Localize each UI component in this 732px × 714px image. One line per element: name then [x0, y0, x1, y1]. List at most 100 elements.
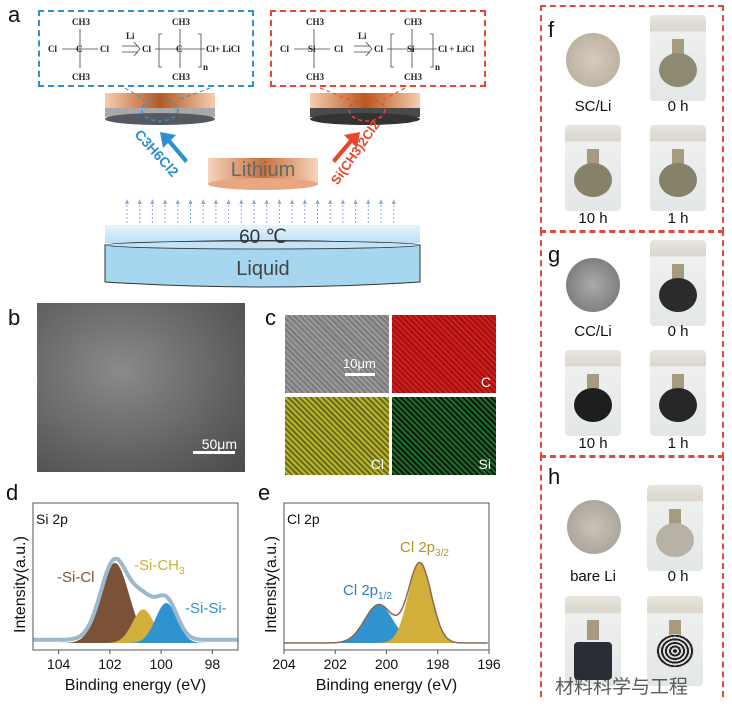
- temperature-label: 60 ℃: [239, 227, 287, 248]
- peak-area-0: [284, 604, 489, 643]
- series-label: Cl 2p3/2: [400, 539, 449, 559]
- watermark: 材料科学与工程: [555, 677, 689, 698]
- reactant-center: Si: [308, 44, 316, 54]
- chart-title: Si 2p: [36, 511, 68, 527]
- y-axis-label: Intensity(a.u.): [263, 536, 280, 633]
- peak-area-1: [284, 563, 489, 643]
- reactant-cl-left: Cl: [48, 44, 57, 54]
- schematic-graphics: [104, 87, 421, 288]
- red-arrow-icon: [332, 132, 360, 163]
- panel-d-label: d: [6, 480, 19, 505]
- x-tick-label: 102: [98, 656, 122, 672]
- panel-f-box: [540, 5, 724, 233]
- panel-b-label: b: [8, 305, 21, 330]
- x-tick-label: 104: [47, 656, 71, 672]
- coated-disc-left: [105, 87, 215, 125]
- plot-frame: [32, 502, 239, 651]
- vapor-arrowhead: [315, 199, 320, 204]
- time-label: 0 h: [667, 98, 689, 115]
- x-tick-label: 98: [205, 656, 221, 672]
- vapor-arrowhead: [150, 199, 155, 204]
- bare-li-disc: [567, 500, 621, 554]
- sc-li-disc: [566, 33, 620, 87]
- vapor-arrowhead: [277, 199, 282, 204]
- reactant-cl-right: Cl: [100, 44, 109, 54]
- vapor-arrowhead: [239, 199, 244, 204]
- panel-h-box: [540, 455, 724, 697]
- panel-c-label: c: [265, 305, 276, 330]
- coated-disc-right: [310, 87, 420, 125]
- vial-photo: [650, 15, 706, 101]
- envelope-fit: [33, 556, 238, 642]
- vapor-arrowhead: [226, 199, 231, 204]
- x-tick-label: 196: [477, 656, 501, 672]
- series-label: -Si-Cl: [57, 569, 95, 586]
- map-label: Cl: [370, 456, 384, 472]
- time-label: 0 h: [667, 568, 689, 585]
- vapor-arrowhead: [366, 199, 371, 204]
- reactant-cl-left: Cl: [280, 44, 289, 54]
- x-axis-label: Binding energy (eV): [316, 677, 457, 694]
- vial-photo: [650, 125, 706, 211]
- scale-bar: [345, 373, 375, 376]
- vial-photo: [650, 240, 706, 326]
- vapor-arrowhead: [328, 199, 333, 204]
- sample-label: bare Li: [570, 568, 616, 585]
- time-label: 1 h: [667, 435, 689, 452]
- repeat-n: n: [435, 62, 440, 72]
- x-tick-label: 100: [149, 656, 173, 672]
- vapor-arrowhead: [353, 199, 358, 204]
- panel-g-box: [540, 230, 724, 458]
- scale-bar-label: 50μm: [201, 436, 237, 452]
- panel-f-label: f: [548, 17, 555, 42]
- vapor-arrowhead: [175, 199, 180, 204]
- product-cl: Cl: [374, 44, 383, 54]
- reactant-bottom: CH3: [306, 72, 325, 82]
- vapor-arrowhead: [188, 199, 193, 204]
- sem-image: 50μm: [37, 303, 245, 472]
- x-axis-label: Binding energy (eV): [65, 677, 206, 694]
- liquid-label: Liquid: [236, 258, 290, 280]
- product-cl: Cl: [142, 44, 151, 54]
- vapor-arrowhead: [379, 199, 383, 204]
- vial-photo: [647, 596, 703, 686]
- reagent: Li: [126, 31, 135, 41]
- reactant-cl-right: Cl: [334, 44, 343, 54]
- panel-a-label: a: [8, 2, 21, 27]
- reaction-box-left: CH3 CH3 Cl C Cl Li Cl C CH3 CH3 n Cl+ Li…: [38, 10, 254, 87]
- sem-map-tile: 10μm: [285, 315, 389, 393]
- vapor-arrowhead: [340, 199, 345, 204]
- lithium-disc: [208, 158, 318, 190]
- peak-area-1: [33, 609, 238, 643]
- vapor-arrowhead: [290, 199, 295, 204]
- vial-photo: [650, 350, 706, 436]
- product-center: Si: [407, 44, 415, 54]
- vapor-arrowhead: [302, 199, 307, 204]
- reagent: Li: [358, 31, 367, 41]
- cc-li-disc: [566, 258, 620, 312]
- carbon-map-tile: C: [392, 315, 496, 393]
- series-label: Cl 2p1/2: [343, 582, 392, 602]
- product-center: C: [176, 44, 183, 54]
- product-tail: Cl + LiCl: [438, 44, 475, 54]
- panel-g-label: g: [548, 242, 561, 267]
- repeat-n: n: [203, 62, 208, 72]
- product-top: CH3: [404, 17, 423, 27]
- chlorine-map-tile: Cl: [285, 397, 389, 475]
- vapor-arrowhead: [213, 199, 218, 204]
- panel-h-label: h: [548, 464, 561, 489]
- xps-charts: 104 102 100 98 Binding energy (eV) Intensity(…: [12, 502, 501, 694]
- vial-photo: [565, 596, 621, 686]
- reactant-top: CH3: [306, 17, 325, 27]
- vapor-arrows: [125, 199, 396, 223]
- y-axis-label: Intensity(a.u.): [12, 536, 29, 633]
- time-label: 0 h: [667, 323, 689, 340]
- scale-bar-label: 10μm: [343, 356, 376, 371]
- vapor-arrowhead: [252, 199, 256, 204]
- vapor-arrowhead: [201, 199, 206, 204]
- silicon-map-tile: Si: [392, 397, 496, 475]
- time-label: 1 h: [667, 210, 689, 227]
- x-tick-label: 202: [324, 656, 348, 672]
- vapor-arrowhead: [125, 199, 129, 204]
- reactant-center: C: [76, 44, 83, 54]
